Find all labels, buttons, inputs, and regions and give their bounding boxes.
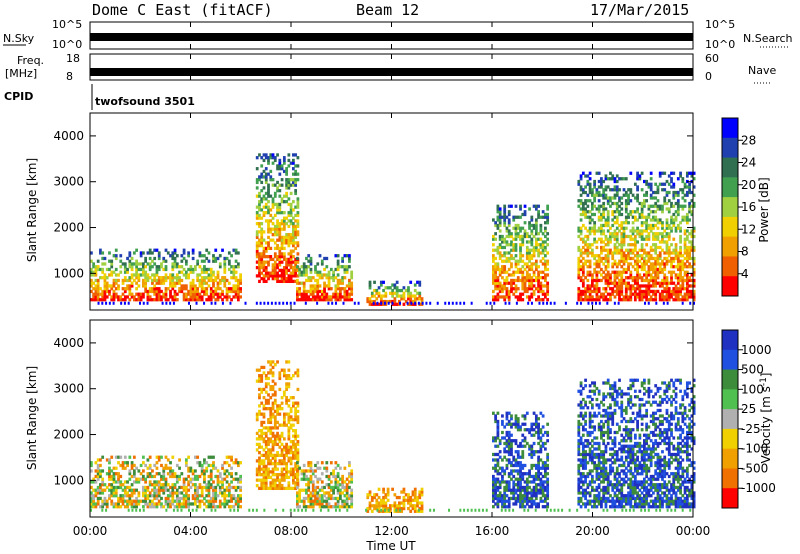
nsky-tick-top: 10^5 (52, 18, 82, 31)
power-echo-region (577, 171, 696, 302)
time-axis: 00:00 04:00 08:00 12:00 16:00 20:00 00:00 (73, 22, 711, 538)
velocity-ytick-label: 3000 (53, 382, 84, 396)
power-ytick-label: 1000 (53, 266, 84, 280)
nsky-label: N.Sky (3, 32, 35, 45)
time-tick-label: 20:00 (575, 524, 610, 538)
freq-label: Freq. (17, 54, 44, 67)
time-tick-label: 08:00 (274, 524, 309, 538)
nsearch-tick-top: 10^5 (705, 18, 735, 31)
noise-panel: N.Sky 10^5 10^0 10^5 10^0 N.Search (3, 18, 793, 51)
power-echo-region (492, 204, 550, 302)
velocity-colorbar-label: Velocity [m s-1] (759, 373, 773, 464)
power-colorbar-tick: 8 (741, 245, 749, 259)
time-tick-label: 16:00 (475, 524, 510, 538)
xlabel: Time UT (365, 539, 416, 553)
time-tick-label: 00:00 (676, 524, 711, 538)
beam-label: Beam 12 (356, 1, 419, 19)
velocity-echo-region (366, 487, 424, 513)
power-ytick-label: 4000 (53, 129, 84, 143)
cpid-label: CPID (4, 90, 33, 103)
power-echo-region (255, 153, 300, 284)
power-colorbar-tick: 24 (741, 156, 756, 170)
cpid-value: twofsound 3501 (95, 95, 195, 108)
noise-trace (90, 33, 693, 41)
velocity-colorbar-tick: -1000 (741, 481, 776, 495)
freq-trace (90, 68, 693, 76)
power-colorbar-tick: 4 (741, 267, 749, 281)
velocity-near-range-echoes (90, 508, 692, 512)
velocity-colorbar-tick: -100 (741, 442, 768, 456)
velocity-colorbar-tick: 500 (741, 363, 764, 377)
nave-tick-top: 60 (705, 52, 719, 65)
freq-panel: Freq. [MHz] 18 8 60 0 Nave (5, 52, 776, 84)
velocity-ytick-label: 1000 (53, 473, 84, 487)
power-colorbar-tick: 20 (741, 178, 756, 192)
freq-unit-label: [MHz] (5, 67, 37, 80)
time-tick-label: 04:00 (173, 524, 208, 538)
power-colorbar-tick: 28 (741, 133, 756, 147)
velocity-colorbar-tick: -25 (741, 422, 761, 436)
velocity-echo-region (296, 461, 354, 509)
velocity-ylabel: Slant Range [km] (25, 366, 39, 470)
nave-tick-bottom: 0 (705, 70, 712, 83)
power-ylabel: Slant Range [km] (25, 158, 39, 262)
power-ytick-label: 3000 (53, 175, 84, 189)
velocity-echo-region (492, 411, 550, 509)
power-panel: 1000 2000 3000 4000 Slant Range [km] 28 24 20… (25, 112, 771, 311)
nave-label: Nave (748, 64, 776, 77)
nsearch-label: N.Search (743, 32, 793, 45)
power-echo-region (296, 254, 354, 302)
power-echo-region (90, 248, 243, 302)
power-echoes (90, 153, 696, 306)
time-tick-label: 00:00 (73, 524, 108, 538)
velocity-colorbar-tick: 25 (741, 402, 756, 416)
nsearch-tick-bottom: 10^0 (705, 38, 735, 51)
power-colorbar-tick: 16 (741, 200, 756, 214)
velocity-colorbar-tick: 1000 (741, 343, 772, 357)
velocity-echoes (90, 360, 696, 513)
velocity-ytick-label: 4000 (53, 336, 84, 350)
velocity-echo-region (577, 378, 696, 509)
power-near-range-echoes (97, 301, 695, 305)
power-colorbar: 28 24 20 16 12 8 4 (721, 117, 756, 297)
date-label: 17/Mar/2015 (590, 1, 689, 19)
velocity-colorbar: 1000 500 100 25 -25 -100 -500 -1000 (721, 329, 776, 509)
velocity-echo-region (90, 455, 243, 509)
velocity-echo-region (255, 360, 300, 491)
power-colorbar-label: Power [dB] (757, 177, 771, 242)
time-tick-label: 12:00 (374, 524, 409, 538)
freq-tick-top: 18 (66, 52, 80, 65)
nsky-tick-bottom: 10^0 (52, 38, 82, 51)
freq-tick-bottom: 8 (66, 70, 73, 83)
plot-title: Dome C East (fitACF) (92, 1, 273, 19)
velocity-colorbar-tick: -500 (741, 461, 768, 475)
power-colorbar-tick: 12 (741, 222, 756, 236)
power-ytick-label: 2000 (53, 221, 84, 235)
velocity-ytick-label: 2000 (53, 428, 84, 442)
cpid-row: CPID twofsound 3501 (4, 84, 195, 110)
velocity-colorbar-tick: 100 (741, 382, 764, 396)
velocity-panel: 1000 2000 3000 4000 Slant Range [km] 1000 50… (25, 319, 776, 518)
